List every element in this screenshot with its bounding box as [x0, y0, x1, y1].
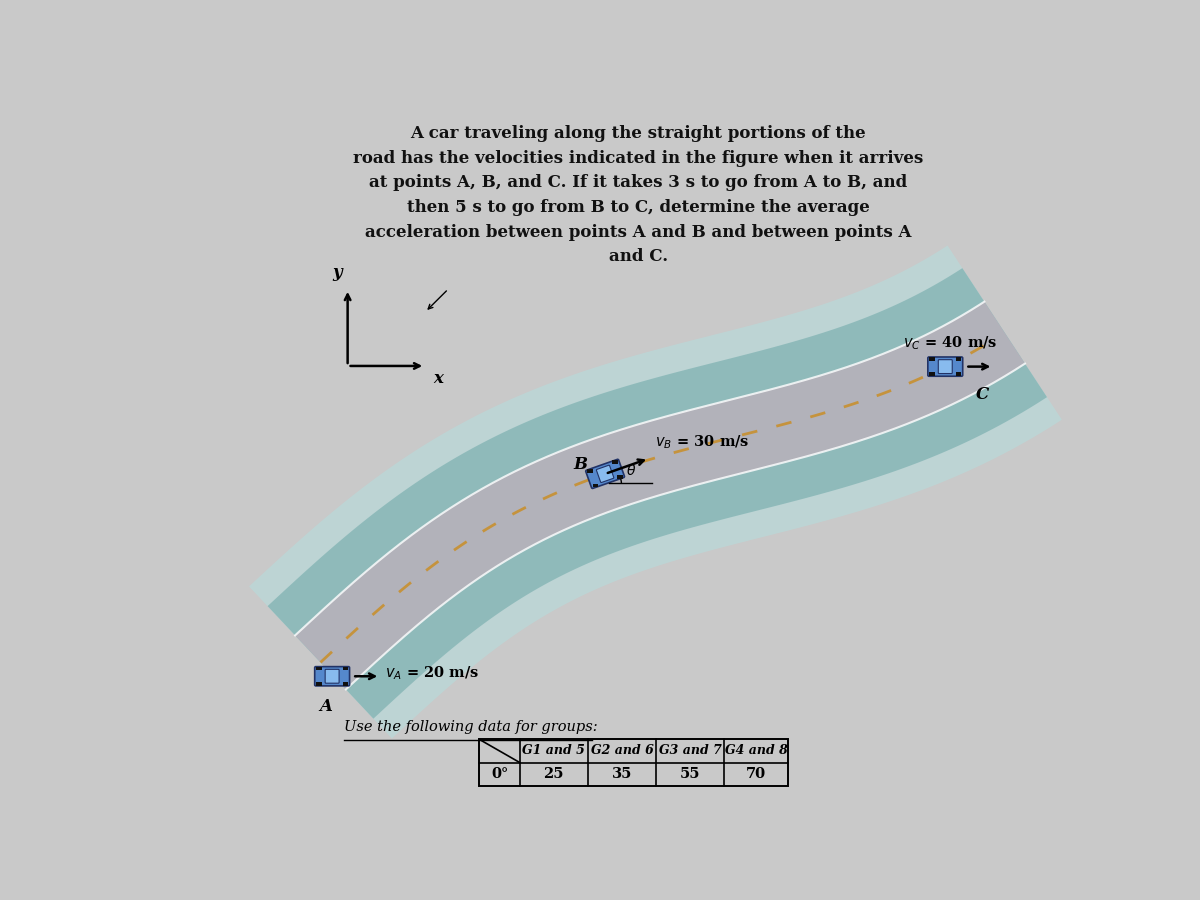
Polygon shape — [295, 302, 1025, 689]
FancyBboxPatch shape — [586, 459, 624, 489]
FancyBboxPatch shape — [596, 465, 614, 482]
Bar — [317, 682, 322, 686]
Text: G4 and 8: G4 and 8 — [725, 744, 787, 758]
Text: and C.: and C. — [608, 248, 668, 266]
Bar — [593, 483, 598, 488]
Text: G2 and 6: G2 and 6 — [590, 744, 654, 758]
Text: $v_C$ = 40 m/s: $v_C$ = 40 m/s — [902, 335, 997, 353]
Bar — [617, 475, 623, 479]
Text: A car traveling along the straight portions of the: A car traveling along the straight porti… — [410, 125, 866, 142]
Text: 55: 55 — [680, 767, 701, 781]
Bar — [929, 357, 935, 361]
Text: at points A, B, and C. If it takes 3 s to go from A to B, and: at points A, B, and C. If it takes 3 s t… — [370, 175, 907, 191]
Bar — [929, 373, 935, 376]
Bar — [342, 682, 348, 686]
Text: Use the following data for groups:: Use the following data for groups: — [343, 720, 598, 734]
Text: $v_B$ = 30 m/s: $v_B$ = 30 m/s — [655, 433, 750, 451]
Bar — [955, 373, 961, 376]
Bar — [342, 667, 348, 670]
Text: 25: 25 — [544, 767, 564, 781]
Polygon shape — [268, 268, 1046, 719]
Text: y: y — [332, 265, 342, 281]
Text: acceleration between points A and B and between points A: acceleration between points A and B and … — [365, 223, 912, 240]
Text: C: C — [976, 386, 989, 403]
Bar — [479, 740, 788, 786]
Bar — [587, 469, 593, 473]
Text: then 5 s to go from B to C, determine the average: then 5 s to go from B to C, determine th… — [407, 199, 870, 216]
Bar — [612, 460, 618, 464]
Text: $v_A$ = 20 m/s: $v_A$ = 20 m/s — [385, 664, 479, 682]
FancyBboxPatch shape — [325, 670, 340, 683]
FancyBboxPatch shape — [938, 360, 953, 373]
Text: G3 and 7: G3 and 7 — [659, 744, 721, 758]
Text: x: x — [433, 370, 443, 387]
Text: 70: 70 — [746, 767, 766, 781]
Text: B: B — [574, 456, 587, 473]
Text: G1 and 5: G1 and 5 — [522, 744, 586, 758]
Text: road has the velocities indicated in the figure when it arrives: road has the velocities indicated in the… — [353, 149, 923, 166]
Polygon shape — [250, 246, 1062, 738]
Bar — [317, 667, 322, 670]
Text: 35: 35 — [612, 767, 632, 781]
Text: 0°: 0° — [491, 767, 508, 781]
Text: A: A — [319, 698, 332, 715]
Text: $\theta$: $\theta$ — [625, 463, 636, 478]
FancyBboxPatch shape — [314, 667, 349, 686]
FancyBboxPatch shape — [928, 357, 962, 376]
Bar — [955, 357, 961, 361]
